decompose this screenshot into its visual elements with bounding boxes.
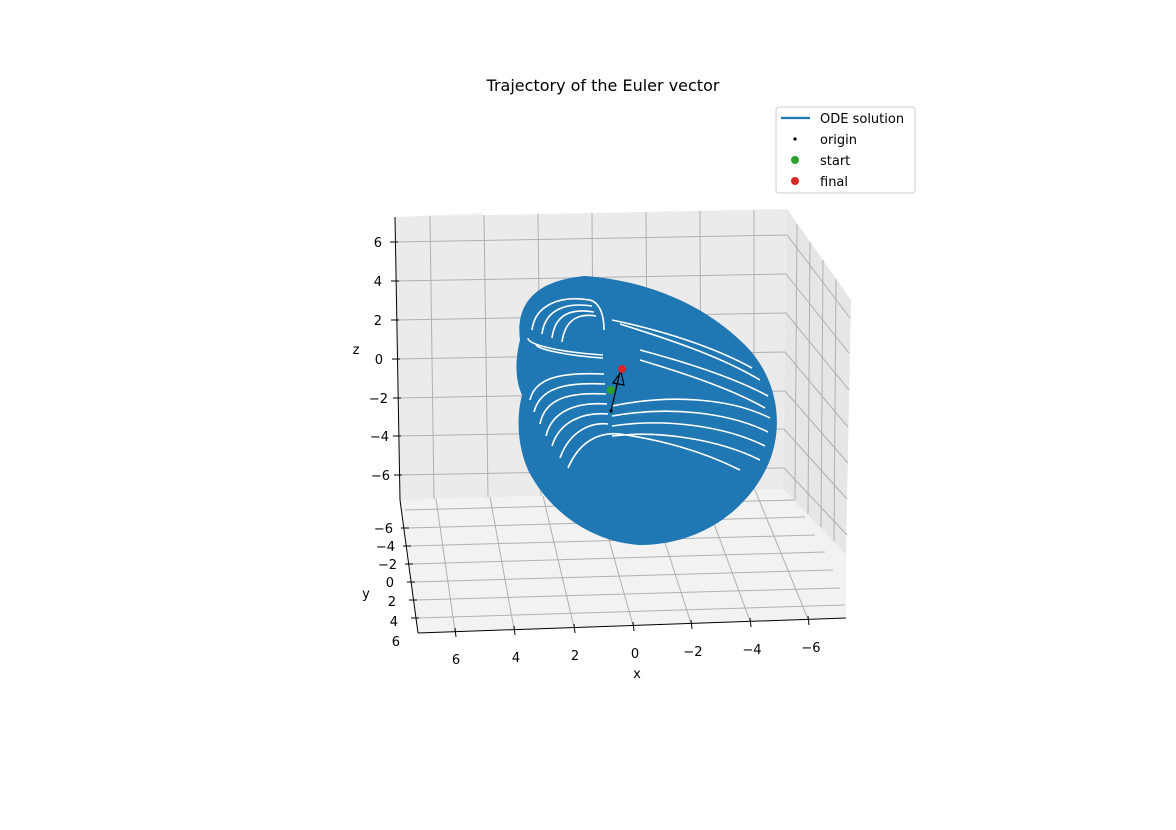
y-axis-label: y: [362, 587, 370, 602]
x-tick-labels: 6 4 2 0 −2 −4 −6: [452, 641, 821, 668]
z-tick-labels: 6 4 2 0 −2 −4 −6: [369, 236, 390, 484]
y-tick-label: 2: [388, 595, 396, 610]
start-point: [607, 386, 615, 394]
x-tick-label: −6: [801, 641, 820, 656]
z-tick-label: 6: [374, 236, 382, 251]
z-tick-label: 0: [375, 353, 383, 368]
legend-start-swatch: [791, 156, 799, 164]
euler-vector-line: [610, 371, 621, 412]
origin-point: [609, 409, 613, 413]
z-axis-label: z: [353, 343, 360, 358]
x-axis-label: x: [633, 667, 641, 682]
z-tick-label: −2: [369, 392, 388, 407]
z-tick-label: 4: [374, 275, 382, 290]
x-axis-line: [417, 617, 847, 634]
right-pane: [783, 209, 851, 555]
y-tick-label: 0: [386, 576, 394, 591]
legend-final-swatch: [791, 177, 799, 185]
y-tick-label: −6: [374, 522, 393, 537]
x-tick-label: 2: [571, 649, 579, 664]
markers: [607, 365, 626, 413]
chart-title: Trajectory of the Euler vector: [486, 76, 720, 95]
trajectory-blob: [516, 276, 777, 545]
legend-label: origin: [820, 133, 857, 148]
legend-label: ODE solution: [820, 112, 904, 127]
legend-label: final: [820, 175, 848, 190]
x-tick-label: 0: [631, 647, 639, 662]
y-tick-label: −4: [376, 540, 395, 555]
z-tick-label: −6: [371, 469, 390, 484]
x-tick-label: 6: [452, 653, 460, 668]
ode-solution-series: [516, 276, 777, 545]
x-tick-label: −2: [683, 645, 702, 660]
y-axis-line: [399, 499, 419, 634]
y-tick-label: 6: [392, 635, 400, 650]
tick-marks: [390, 241, 810, 638]
legend: ODE solution origin start final: [775, 106, 916, 194]
trajectory-gaps: [527, 298, 771, 471]
y-tick-labels: −6 −4 −2 0 2 4 6: [374, 522, 400, 650]
z-tick-label: 2: [374, 314, 382, 329]
euler-vector-arrowhead: [611, 370, 625, 386]
final-point: [618, 365, 626, 373]
x-tick-label: −4: [742, 643, 761, 658]
legend-label: start: [820, 154, 850, 169]
legend-frame: [775, 106, 916, 194]
y-tick-label: 4: [390, 615, 398, 630]
z-tick-label: −4: [370, 430, 389, 445]
x-tick-label: 4: [512, 651, 520, 666]
legend-origin-swatch: [793, 137, 797, 141]
y-tick-label: −2: [378, 558, 397, 573]
